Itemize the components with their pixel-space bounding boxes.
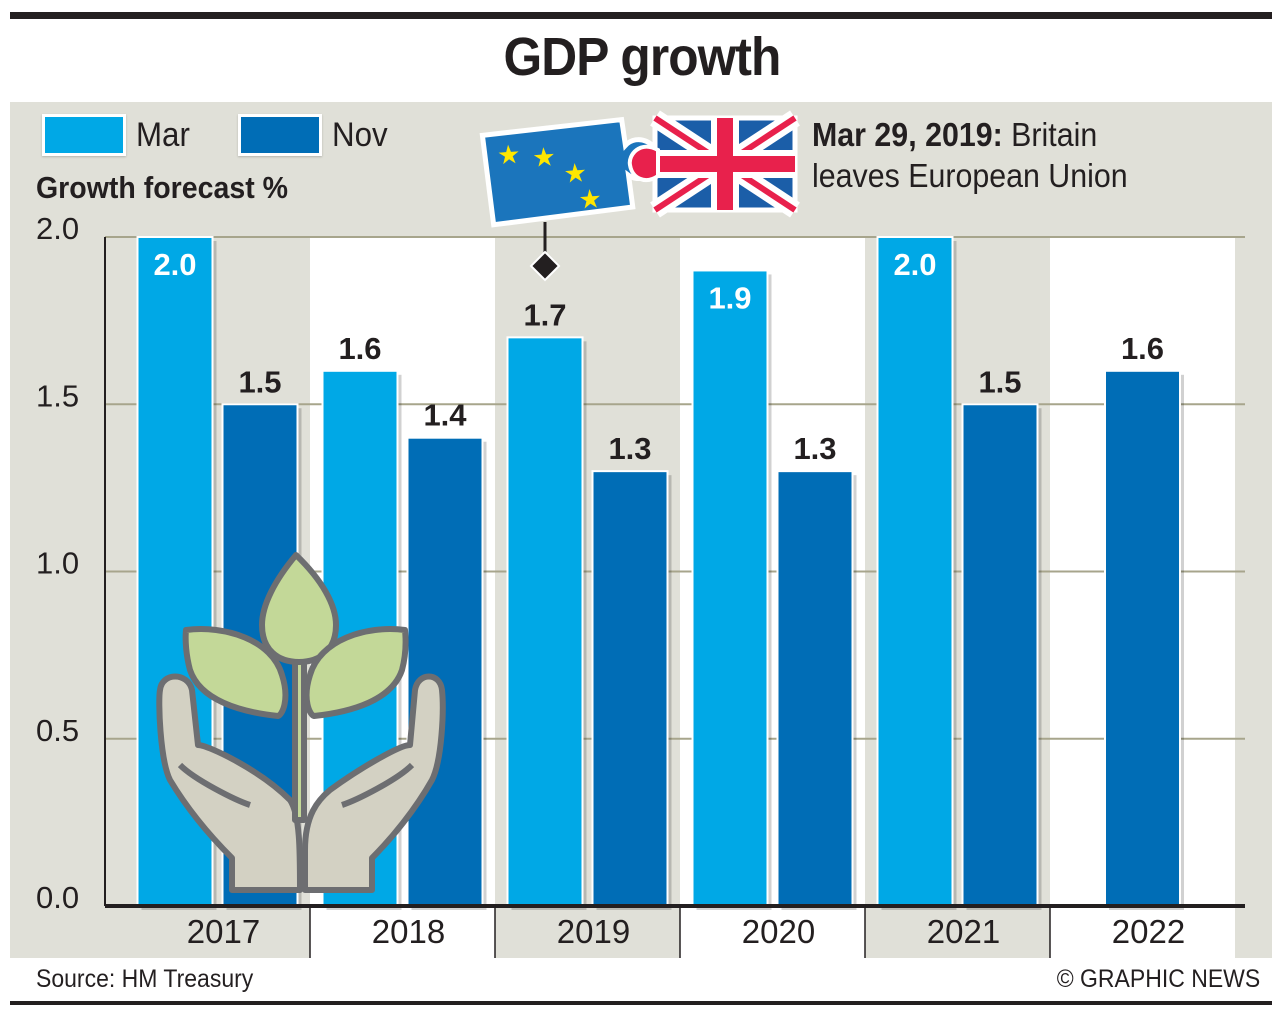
y-axis: 0.0 0.5 1.0 1.5 2.0 xyxy=(36,211,106,915)
x-tick-label: 2017 xyxy=(187,913,260,950)
chart-title: GDP growth xyxy=(503,27,782,87)
legend-item-mar: Mar xyxy=(42,114,195,156)
x-tick-label: 2022 xyxy=(1112,913,1185,950)
bottom-rule xyxy=(10,1001,1272,1005)
annotation-line2: leaves European Union xyxy=(812,157,1128,194)
legend-swatch-nov xyxy=(238,114,322,156)
y-tick-label: 1.0 xyxy=(36,546,79,581)
svg-text:★: ★ xyxy=(563,158,588,190)
bar-value-label: 2.0 xyxy=(893,247,936,282)
bar-value-label: 1.5 xyxy=(978,364,1021,399)
y-tick-label: 2.0 xyxy=(36,211,79,246)
bar-value-label: 1.6 xyxy=(338,331,381,366)
bar-value-label: 1.9 xyxy=(708,280,751,315)
hands-holding-plant-icon xyxy=(156,552,446,893)
eu-uk-puzzle-icon: ★ ★ ★ ★ xyxy=(479,110,800,282)
annotation-line1: Britain xyxy=(1002,116,1098,153)
top-rule xyxy=(10,12,1272,19)
x-axis: 2017 2018 2019 2020 2021 2022 xyxy=(105,904,1245,958)
bar-mar-2020 xyxy=(691,269,769,907)
x-tick-label: 2021 xyxy=(927,913,1000,950)
bar-nov-2021 xyxy=(961,403,1039,907)
bar-value-label: 1.3 xyxy=(608,431,651,466)
legend-label-mar: Mar xyxy=(136,115,190,154)
bar-nov-2019 xyxy=(591,470,669,907)
y-tick-label: 0.0 xyxy=(36,880,79,915)
bar-nov-2018 xyxy=(406,436,484,907)
x-tick-label: 2019 xyxy=(557,913,630,950)
svg-text:★: ★ xyxy=(577,184,602,216)
y-tick-label: 0.5 xyxy=(36,713,79,748)
svg-text:★: ★ xyxy=(496,140,521,172)
bar-value-label: 1.7 xyxy=(523,297,566,332)
x-tick-label: 2020 xyxy=(742,913,815,950)
bar-mar-2021 xyxy=(876,236,954,907)
annotation-date: Mar 29, 2019: xyxy=(812,116,1003,153)
x-tick-label: 2018 xyxy=(372,913,445,950)
bar-mar-2019 xyxy=(506,336,584,908)
credit-note: © GRAPHIC NEWS xyxy=(1056,965,1260,993)
bar-value-label: 1.5 xyxy=(238,364,281,399)
bar-value-label: 1.6 xyxy=(1121,331,1164,366)
y-tick-label: 1.5 xyxy=(36,378,79,413)
brexit-annotation: Mar 29, 2019: Britain leaves European Un… xyxy=(812,114,1128,196)
legend-item-nov: Nov xyxy=(238,114,392,156)
bar-nov-2020 xyxy=(776,470,854,907)
bar-nov-2022 xyxy=(1104,369,1181,907)
legend-swatch-mar xyxy=(42,114,126,156)
y-axis-title: Growth forecast % xyxy=(36,170,288,205)
legend-label-nov: Nov xyxy=(332,115,388,154)
bar-value-label: 1.4 xyxy=(423,398,467,433)
annotation-marker xyxy=(529,250,561,282)
bar-value-label: 1.3 xyxy=(793,431,836,466)
bar-value-label: 2.0 xyxy=(153,247,196,282)
svg-text:★: ★ xyxy=(531,142,556,174)
source-note: Source: HM Treasury xyxy=(36,965,254,993)
